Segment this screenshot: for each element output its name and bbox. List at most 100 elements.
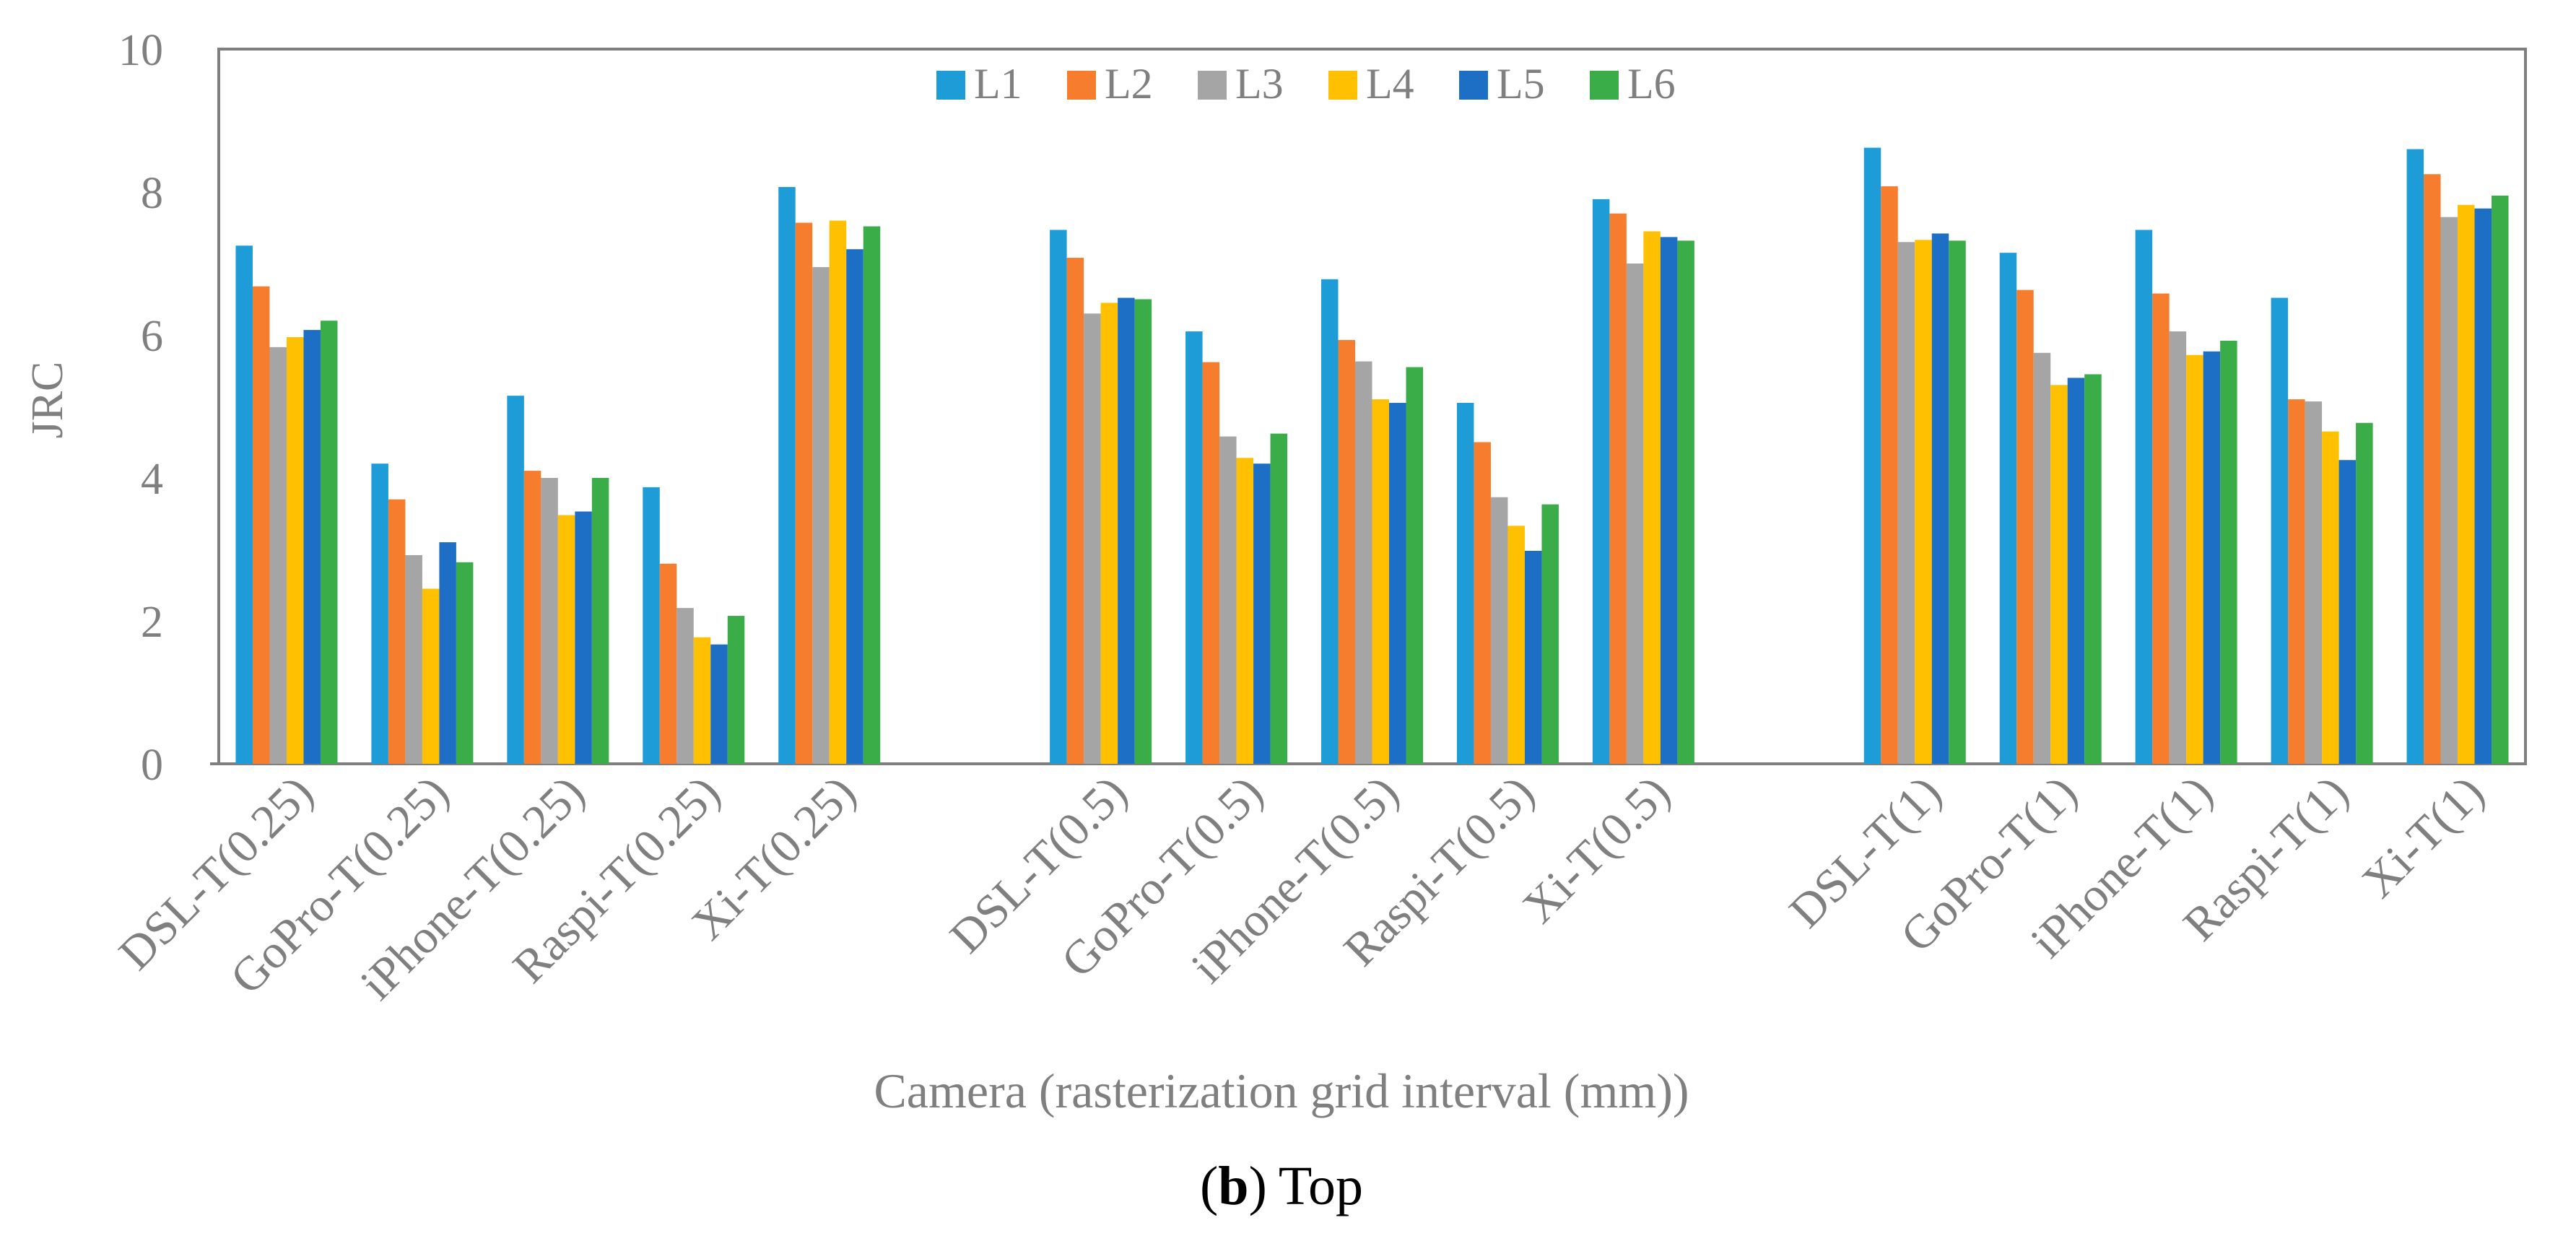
bar-l4 xyxy=(2050,385,2068,764)
bar-l6 xyxy=(1134,299,1152,764)
caption-close-paren: ) xyxy=(1249,1156,1267,1216)
bar-l1 xyxy=(1185,331,1203,764)
bar-l2 xyxy=(1881,186,1898,765)
bar-l2 xyxy=(1474,442,1491,764)
bar-l4 xyxy=(557,515,575,764)
bar-l3 xyxy=(2169,331,2187,764)
bar-l3 xyxy=(1490,497,1508,764)
legend-swatch-l3 xyxy=(1198,71,1227,100)
bar-l6 xyxy=(2220,340,2237,764)
bar-l3 xyxy=(1897,242,1915,764)
y-tick-label: 8 xyxy=(141,169,163,218)
bar-l3 xyxy=(541,478,558,764)
bar-l2 xyxy=(523,471,541,764)
y-tick-label: 10 xyxy=(118,26,163,75)
bar-l1 xyxy=(2406,149,2424,765)
bar-l1 xyxy=(2271,297,2289,764)
y-axis-ticks: 0 2 4 6 8 10 xyxy=(118,26,163,790)
legend-swatch-l5 xyxy=(1459,71,1488,100)
bar-l3 xyxy=(269,347,287,765)
bar-l4 xyxy=(829,220,847,765)
bar-l4 xyxy=(2186,354,2203,765)
bar-l6 xyxy=(456,562,474,764)
y-axis-label: JRC xyxy=(23,362,72,439)
bar-l2 xyxy=(388,499,406,764)
bar-l6 xyxy=(1270,433,1288,764)
bar-l5 xyxy=(2067,378,2085,764)
y-tick-label: 6 xyxy=(141,312,163,361)
legend-label-l1: L1 xyxy=(974,60,1022,108)
bar-l1 xyxy=(371,463,388,764)
x-tick-label: Xi-T(0.5) xyxy=(1513,766,1680,933)
legend-swatch-l2 xyxy=(1067,71,1096,100)
bar-l2 xyxy=(795,222,813,764)
bar-l2 xyxy=(1066,258,1084,765)
bar-l5 xyxy=(2338,460,2357,764)
legend-label-l5: L5 xyxy=(1497,60,1545,108)
bars xyxy=(235,147,2509,765)
bar-l6 xyxy=(1406,367,1423,764)
bar-l2 xyxy=(659,563,677,764)
legend: L1 L2 L3 L4 L5 L6 xyxy=(936,60,1676,108)
bar-l2 xyxy=(1609,213,1627,764)
bar-l3 xyxy=(2305,401,2323,764)
bar-l5 xyxy=(1931,233,1949,764)
bar-l1 xyxy=(1321,279,1339,764)
bar-l3 xyxy=(1355,361,1372,764)
bar-l2 xyxy=(2288,399,2305,764)
bar-l6 xyxy=(591,478,609,764)
bar-l4 xyxy=(1372,399,1389,764)
bar-l4 xyxy=(1236,458,1254,764)
bar-l5 xyxy=(1660,237,1678,764)
x-axis-ticks: DSL-T(0.25)GoPro-T(0.25)iPhone-T(0.25)Ra… xyxy=(109,766,2494,1010)
bar-l4 xyxy=(422,588,440,764)
bar-l5 xyxy=(1118,297,1135,764)
x-tick-label: Xi-T(1) xyxy=(2352,766,2494,908)
bar-l1 xyxy=(1999,253,2017,764)
bar-l3 xyxy=(812,266,830,764)
x-axis-label: Camera (rasterization grid interval (mm)… xyxy=(874,1063,1689,1118)
bar-l3 xyxy=(1626,264,1644,764)
y-tick-label: 2 xyxy=(141,598,163,647)
bar-l1 xyxy=(235,245,253,764)
bar-l1 xyxy=(2135,230,2153,765)
bar-l2 xyxy=(2424,174,2441,764)
y-tick-label: 4 xyxy=(141,455,163,504)
bar-l4 xyxy=(1643,231,1661,764)
bar-l3 xyxy=(2440,217,2458,764)
bar-l5 xyxy=(710,644,728,764)
bar-l3 xyxy=(1219,436,1237,764)
bar-l5 xyxy=(1253,463,1271,764)
bar-l1 xyxy=(507,396,524,764)
bar-l1 xyxy=(1456,403,1474,764)
bar-l4 xyxy=(2458,204,2475,764)
bar-l5 xyxy=(2203,351,2221,764)
bar-l1 xyxy=(643,487,660,764)
legend-swatch-l6 xyxy=(1590,71,1619,100)
bar-l4 xyxy=(1507,526,1525,764)
bar-l5 xyxy=(303,330,321,764)
legend-label-l6: L6 xyxy=(1627,60,1676,108)
caption-open-paren: ( xyxy=(1200,1156,1218,1216)
bar-l2 xyxy=(2152,293,2170,765)
bar-l5 xyxy=(575,511,592,764)
legend-label-l3: L3 xyxy=(1235,60,1284,108)
bar-l6 xyxy=(320,321,338,764)
bar-l6 xyxy=(2084,374,2102,764)
bar-l2 xyxy=(1202,362,1220,764)
bar-l3 xyxy=(1084,313,1101,764)
legend-label-l4: L4 xyxy=(1366,60,1414,108)
bar-l6 xyxy=(1949,240,1966,764)
bar-l5 xyxy=(1524,550,1542,764)
bar-l1 xyxy=(778,187,796,764)
bar-l6 xyxy=(2492,195,2509,764)
bar-l1 xyxy=(1050,230,1067,765)
bar-l4 xyxy=(693,637,711,764)
bar-l4 xyxy=(286,336,304,765)
bar-l5 xyxy=(2474,208,2492,764)
bar-l4 xyxy=(2322,431,2339,764)
caption-text: Top xyxy=(1279,1156,1363,1216)
bar-l6 xyxy=(727,616,745,764)
legend-label-l2: L2 xyxy=(1105,60,1153,108)
